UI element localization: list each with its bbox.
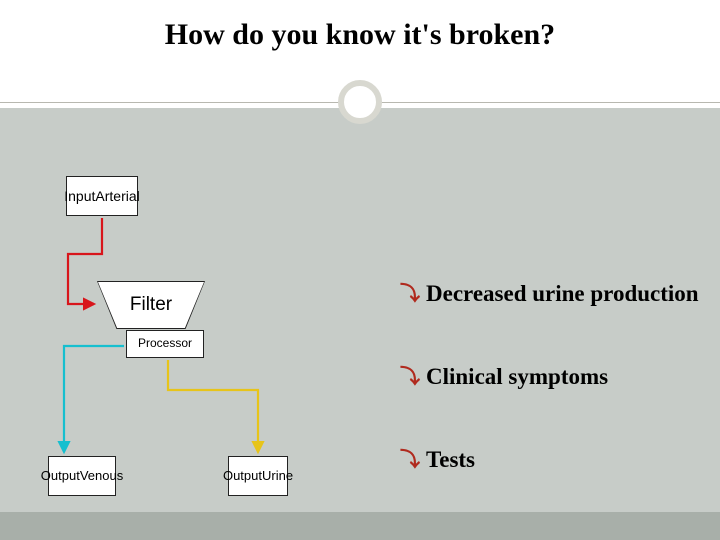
diagram-box-out_venous: OutputVenous — [48, 456, 116, 496]
bullet-glyph-icon: ⤵ — [400, 282, 420, 307]
arrow-processor-out_urine — [168, 360, 258, 452]
bullet-text: Clinical symptoms — [426, 364, 608, 389]
bullet-glyph-icon: ⤵ — [400, 365, 420, 390]
arrow-input-filter — [68, 218, 102, 304]
diagram-box-out_urine: OutputUrine — [228, 456, 288, 496]
arrow-processor-out_venous — [64, 346, 124, 452]
bullet-list: ⤵Decreased urine production⤵Clinical sym… — [400, 280, 700, 528]
body-panel: InputArterialFilterProcessorOutputVenous… — [0, 108, 720, 512]
diagram-box-input: InputArterial — [66, 176, 138, 216]
bullet-text: Tests — [426, 447, 475, 472]
diagram-box-processor: Processor — [126, 330, 204, 358]
bullet-glyph-icon: ⤵ — [400, 448, 420, 473]
footer-bar — [0, 512, 720, 540]
bullet-item: ⤵Tests — [400, 446, 700, 475]
page-title: How do you know it's broken? — [0, 18, 720, 52]
flow-diagram: InputArterialFilterProcessorOutputVenous… — [38, 176, 338, 516]
bullet-item: ⤵Clinical symptoms — [400, 363, 700, 392]
bullet-item: ⤵Decreased urine production — [400, 280, 700, 309]
header-circle-decor — [338, 80, 382, 124]
bullet-text: Decreased urine production — [426, 281, 699, 306]
